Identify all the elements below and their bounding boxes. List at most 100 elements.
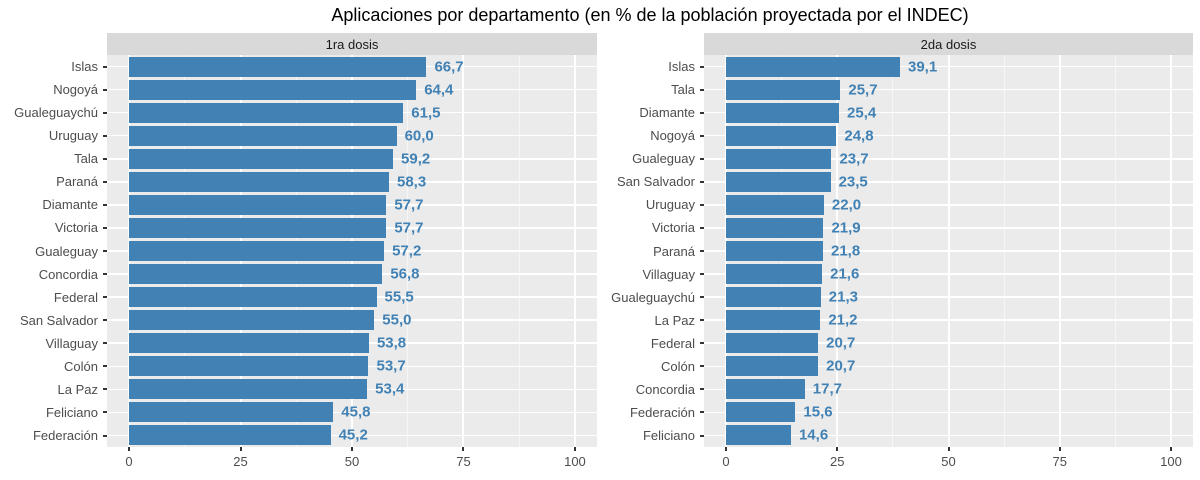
value-label: 20,7 (826, 334, 856, 352)
y-tick (700, 180, 704, 183)
category-label: Paraná (653, 243, 695, 259)
category-label: Colón (661, 358, 695, 374)
category-label: Gualeguaychú (611, 289, 695, 305)
bar (726, 217, 824, 238)
horizontal-gridline (704, 227, 1193, 229)
x-tick (462, 447, 465, 451)
value-label: 53,4 (375, 380, 405, 398)
y-tick (700, 157, 704, 160)
horizontal-gridline (704, 296, 1193, 298)
y-tick (700, 111, 704, 114)
y-tick (103, 203, 107, 206)
x-tick (351, 447, 353, 451)
bar (129, 56, 427, 77)
value-label: 64,4 (424, 81, 454, 99)
category-label-row: Islas (0, 55, 107, 78)
horizontal-gridline (704, 273, 1193, 275)
category-label: Victoria (651, 220, 695, 236)
bar (726, 148, 832, 169)
y-tick (700, 203, 704, 206)
x-tick-label: 75 (1052, 454, 1067, 469)
bar (726, 287, 821, 308)
category-label: Concordia (38, 266, 98, 282)
value-label: 24,8 (844, 127, 874, 145)
x-axis: 0 25 50 75 100 (107, 447, 597, 480)
bar (726, 356, 819, 377)
horizontal-gridline (704, 250, 1193, 252)
category-label: Villaguay (642, 266, 695, 282)
category-label: Islas (71, 59, 98, 75)
x-tick-label: 100 (1160, 454, 1182, 469)
bar (129, 240, 385, 262)
category-label-row: Gualeguaychú (597, 286, 704, 309)
bar (129, 356, 369, 377)
y-tick (700, 134, 704, 137)
category-label-row: Federación (0, 424, 107, 447)
category-label-row: Colón (0, 355, 107, 378)
y-tick (103, 226, 107, 229)
category-label-row: Islas (597, 55, 704, 78)
category-label-row: Feliciano (597, 424, 704, 447)
y-tick (700, 388, 704, 391)
x-tick (725, 447, 727, 451)
category-label: Gualeguaychú (14, 105, 98, 121)
horizontal-gridline (704, 65, 1193, 68)
bar (129, 79, 417, 100)
category-label-row: Gualeguaychú (0, 101, 107, 124)
category-label-row: Nogoyá (597, 124, 704, 147)
y-tick (103, 250, 107, 253)
category-label: San Salvador (19, 312, 98, 328)
category-label-row: San Salvador (0, 309, 107, 332)
value-label: 21,6 (830, 265, 860, 283)
x-tick-label: 25 (233, 454, 248, 469)
category-label-row: Paraná (597, 240, 704, 263)
facet-strip-label: 2da dosis (920, 36, 977, 52)
bar (129, 125, 397, 146)
bar (726, 56, 900, 77)
y-tick (700, 226, 704, 229)
x-tick-label: 50 (344, 454, 360, 469)
x-axis: 0 25 50 75 100 (704, 447, 1193, 480)
category-label-row: Villaguay (597, 263, 704, 286)
bar (129, 264, 383, 285)
category-label-row: Villaguay (0, 332, 107, 355)
x-tick-label: 100 (564, 454, 586, 469)
value-label: 55,5 (384, 288, 414, 306)
x-tick (1169, 447, 1172, 451)
value-label: 25,7 (848, 81, 878, 99)
bar (129, 102, 404, 123)
value-label: 57,7 (394, 196, 424, 214)
bar (129, 379, 368, 400)
category-label: Concordia (635, 381, 695, 397)
value-label: 56,8 (390, 265, 420, 283)
chart-title: Aplicaciones por departamento (en % de l… (331, 5, 969, 25)
x-tick (239, 447, 242, 451)
x-tick (1058, 447, 1061, 451)
horizontal-gridline (704, 88, 1193, 91)
value-label: 21,2 (828, 311, 858, 329)
y-tick (103, 88, 107, 91)
bar (129, 333, 369, 354)
x-tick (573, 447, 576, 451)
y-tick (700, 434, 704, 437)
bar (726, 425, 791, 446)
category-label-row: Gualeguay (597, 147, 704, 170)
category-label: Gualeguay (632, 151, 695, 167)
y-axis-labels: Islas Nogoyá Gualeguaychú Uruguay Tala Paraná… (0, 55, 107, 447)
y-tick (103, 134, 107, 137)
bar (129, 287, 377, 308)
category-label-row: Tala (0, 147, 107, 170)
y-axis-labels: Islas Tala Diamante Nogoyá Gualeguay San Salv… (597, 55, 704, 447)
category-label: Tala (671, 82, 695, 98)
category-label-row: Concordia (0, 263, 107, 286)
category-label-row: Concordia (597, 378, 704, 401)
x-tick-label: 50 (941, 454, 956, 469)
category-label: Diamante (639, 105, 695, 121)
value-label: 21,8 (831, 242, 861, 260)
y-tick (700, 411, 704, 414)
value-label: 14,6 (798, 426, 829, 444)
category-label: La Paz (57, 381, 98, 397)
horizontal-gridline (704, 181, 1193, 183)
category-label-row: Diamante (597, 101, 704, 124)
